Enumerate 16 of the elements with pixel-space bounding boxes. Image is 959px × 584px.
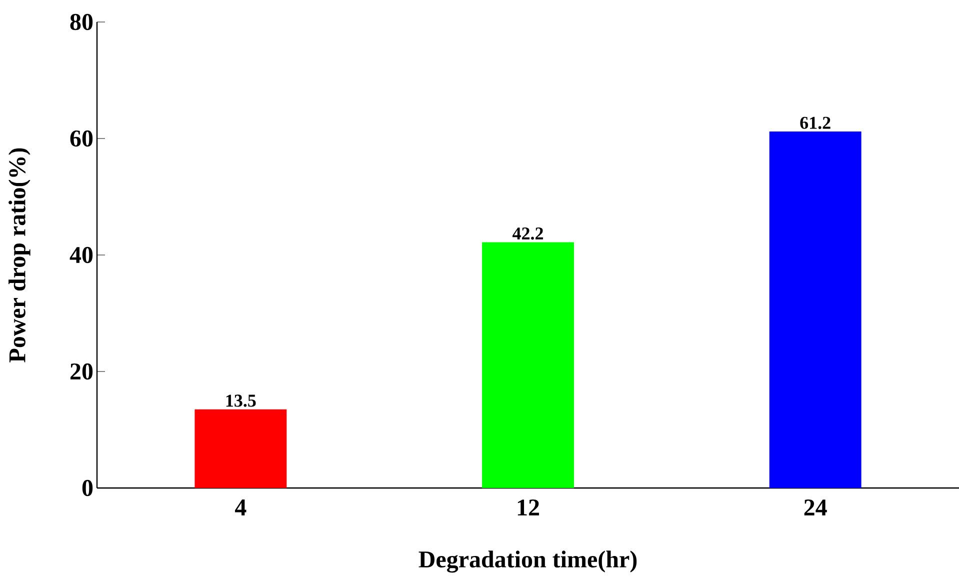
x-tick-label: 24 <box>804 500 827 516</box>
y-axis-title: Power drop ratio(%) <box>8 148 30 362</box>
y-tick-label: 20 <box>70 363 93 380</box>
bar <box>769 132 862 488</box>
data-label: 13.5 <box>226 394 256 407</box>
bar <box>482 242 574 488</box>
x-tick-label: 12 <box>518 500 539 516</box>
data-label: 42.2 <box>512 227 543 240</box>
y-tick-label: 80 <box>70 14 93 30</box>
data-label: 61.2 <box>800 116 830 129</box>
bar <box>194 409 287 488</box>
x-tick-label: 4 <box>234 500 246 516</box>
y-tick-label: 0 <box>82 480 93 496</box>
y-tick-label: 40 <box>70 246 93 264</box>
y-tick-label: 60 <box>70 130 93 147</box>
x-axis-title: Degradation time(hr) <box>418 550 637 573</box>
